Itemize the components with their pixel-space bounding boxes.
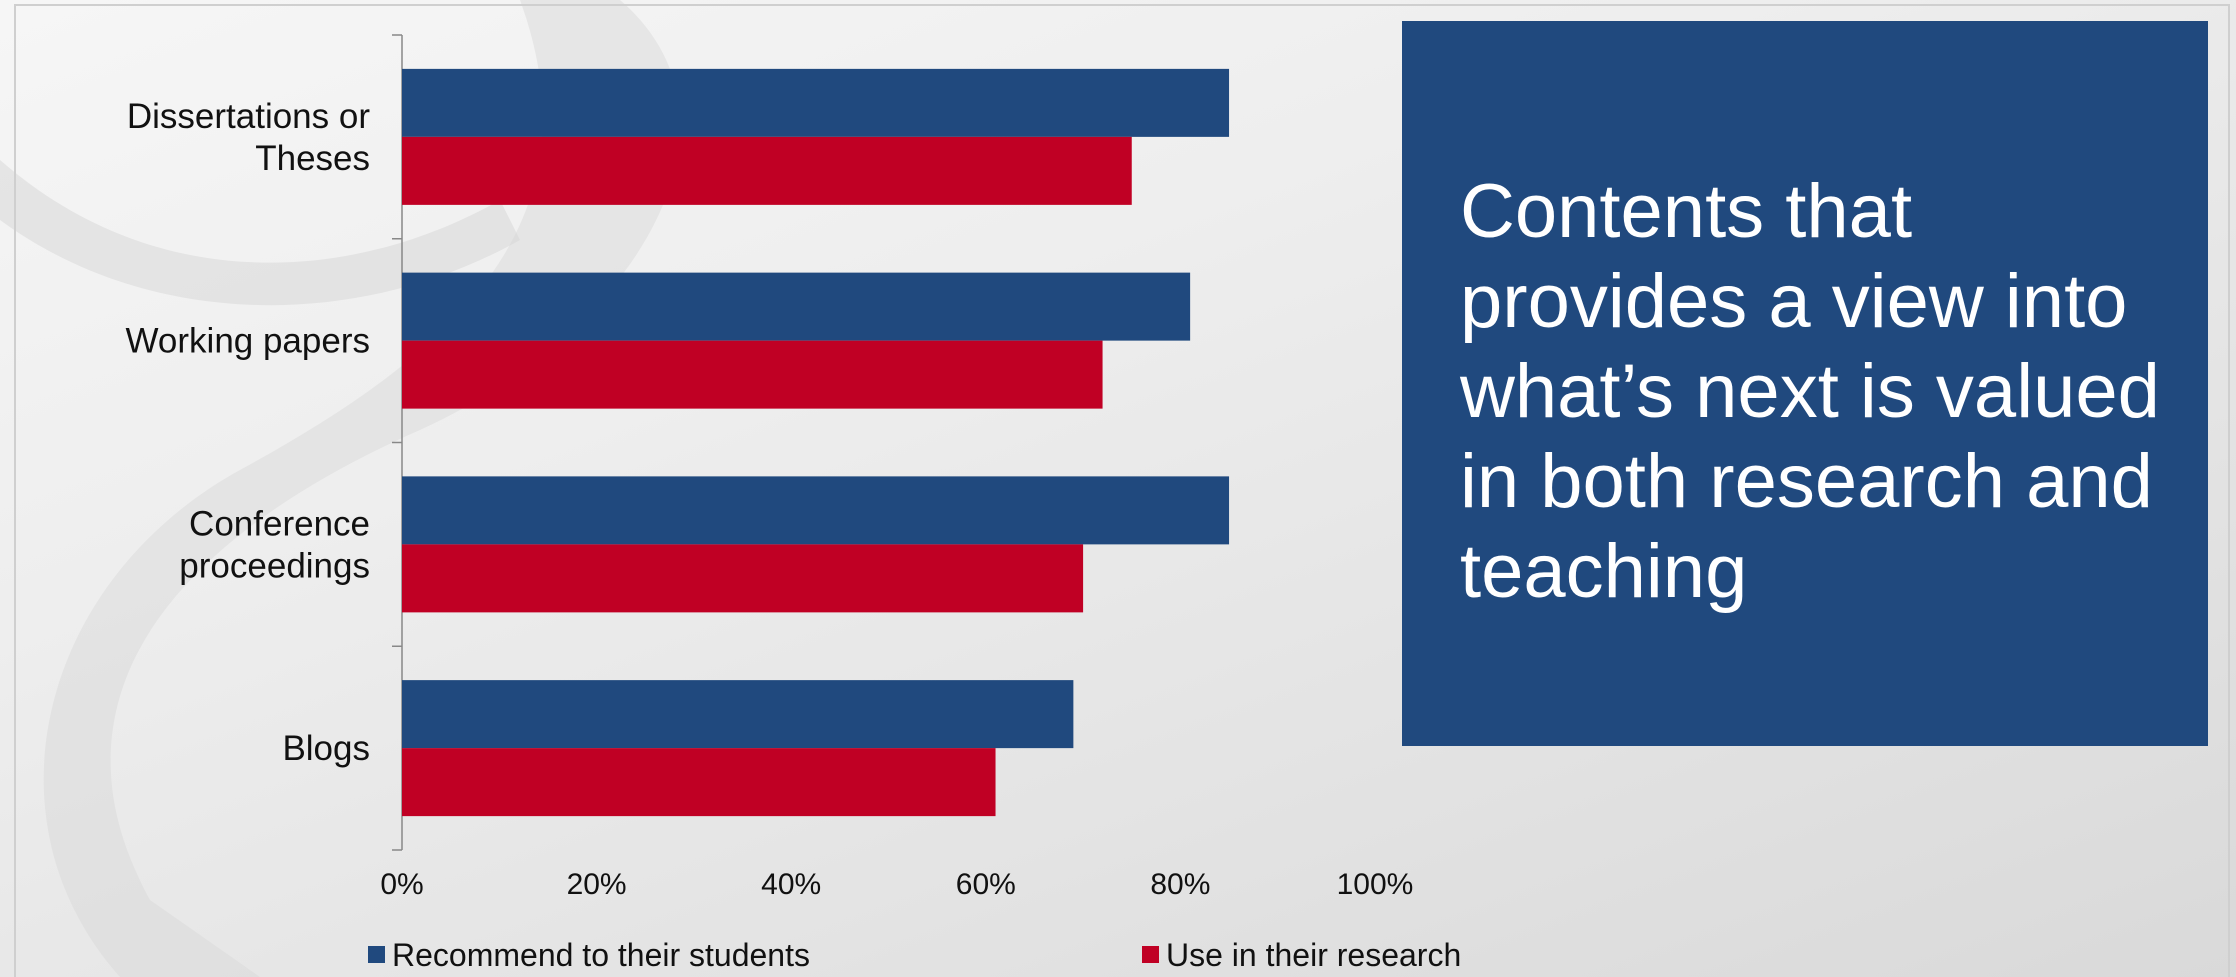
bar-recommend-1 <box>402 272 1191 341</box>
bar-research-0 <box>402 136 1132 205</box>
legend-swatch-1 <box>1142 946 1159 963</box>
slide-frame <box>14 4 2230 977</box>
bar-chart: Dissertations or Theses Working papers Conf… <box>126 34 1461 973</box>
bar-research-1 <box>402 340 1103 409</box>
legend-swatch-0 <box>368 946 385 963</box>
category-label: Dissertations or Theses <box>127 97 370 178</box>
x-tick-label: 60% <box>956 868 1016 901</box>
x-tick-label: 0% <box>380 868 423 901</box>
bar-recommend-2 <box>402 476 1230 545</box>
category-label: Working papers <box>126 322 370 361</box>
category-label: Conference proceedings <box>179 504 370 585</box>
x-tick-label: 100% <box>1337 868 1414 901</box>
x-tick-label: 20% <box>567 868 627 901</box>
category-label: Blogs <box>282 729 370 768</box>
callout-box: Contents that provides a view into what’… <box>1402 21 2208 746</box>
bar-recommend-0 <box>402 68 1230 137</box>
bar-recommend-3 <box>402 680 1074 749</box>
bar-research-2 <box>402 544 1084 613</box>
x-tick-label: 80% <box>1150 868 1210 901</box>
legend-label-0: Recommend to their students <box>392 937 810 973</box>
legend-label-1: Use in their research <box>1166 937 1461 973</box>
callout-text: Contents that provides a view into what’… <box>1460 169 2160 614</box>
x-tick-label: 40% <box>761 868 821 901</box>
bar-research-3 <box>402 748 996 817</box>
